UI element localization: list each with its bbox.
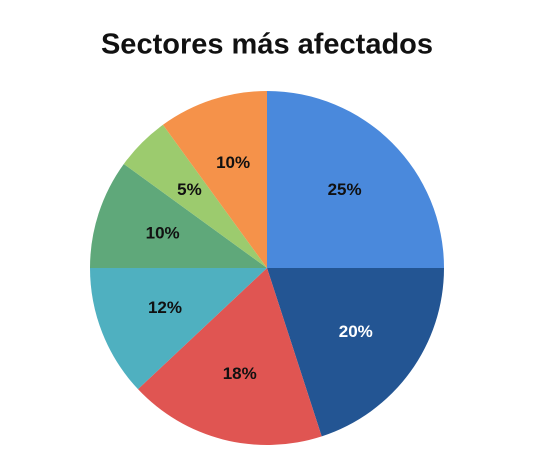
pie-slice — [267, 268, 444, 437]
pie-slice — [162, 91, 267, 268]
data-label: 12% — [148, 298, 182, 317]
pie-slice — [90, 163, 267, 268]
data-label: 10% — [216, 153, 250, 172]
data-label: 18% — [223, 364, 257, 383]
data-label: 20% — [339, 322, 373, 341]
pie-slice — [90, 268, 267, 390]
pie-slice — [267, 91, 444, 268]
pie-slice — [123, 124, 268, 269]
pie-slice — [137, 268, 322, 446]
chart-title: Sectores más afectados — [101, 29, 433, 61]
data-label: 25% — [328, 180, 362, 199]
data-label: 10% — [146, 224, 180, 243]
data-label: 5% — [177, 180, 202, 199]
